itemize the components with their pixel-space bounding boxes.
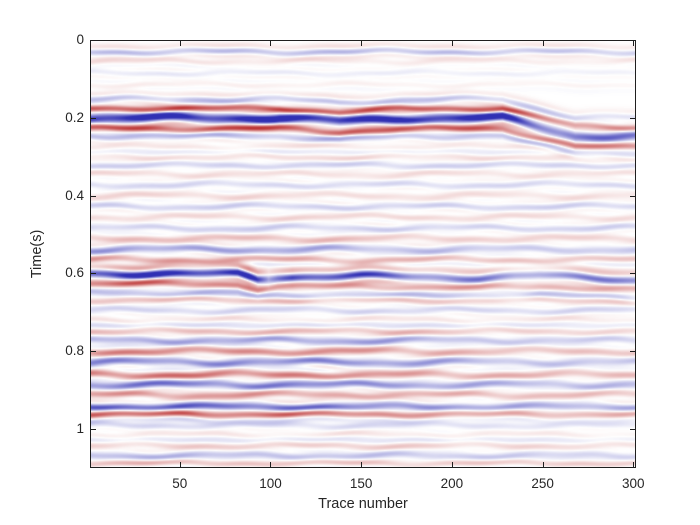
y-tick-label: 0.2 — [65, 109, 84, 125]
y-tick-label: 0.8 — [65, 343, 84, 359]
x-tick-label: 250 — [531, 476, 554, 491]
seismic-image — [90, 40, 636, 468]
x-axis-label: Trace number — [318, 496, 408, 512]
y-axis-label: Time(s) — [29, 229, 45, 279]
x-tick-label: 300 — [622, 476, 645, 491]
y-tick-label: 0 — [76, 32, 84, 47]
y-tick-label: 0.6 — [65, 265, 84, 281]
x-tick-label: 150 — [349, 476, 373, 491]
x-tick-label: 50 — [172, 476, 188, 491]
x-tick-label: 200 — [440, 476, 464, 491]
y-tick-label: 1 — [76, 421, 84, 437]
x-tick-label: 100 — [259, 476, 282, 491]
y-tick-label: 0.4 — [65, 187, 84, 203]
